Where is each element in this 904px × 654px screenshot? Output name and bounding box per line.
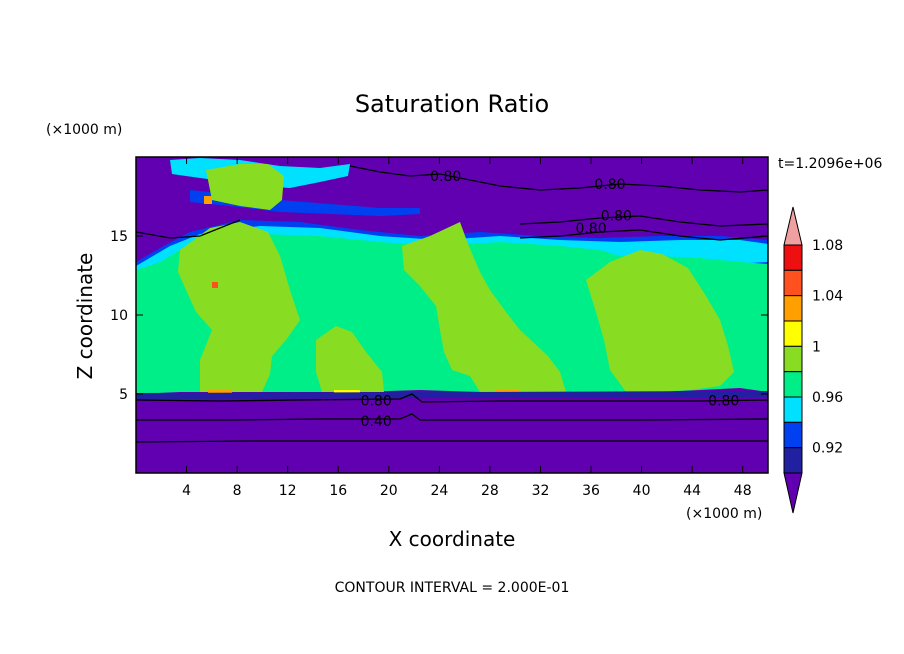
contour-lines — [136, 165, 768, 443]
colorbar-band — [783, 447, 803, 474]
contour-label: 0.80 — [708, 393, 739, 409]
contour-line — [136, 219, 241, 239]
x-tick-label: 44 — [683, 483, 701, 499]
cloud-cell-5 — [586, 250, 734, 392]
x-tick-label: 16 — [329, 483, 347, 499]
cloud-cell-2 — [206, 164, 284, 210]
x-axis-label: X coordinate — [389, 527, 516, 551]
warm-spot — [208, 390, 232, 395]
colorbar: 0.92 0.96 1 1.04 1.08 — [783, 206, 843, 514]
contour-labels: 0.800.400.800.80 0.800.800.80 — [361, 169, 740, 430]
colorbar-band — [783, 421, 803, 449]
chart-title: Saturation Ratio — [355, 90, 549, 118]
y-axis-label: Z coordinate — [73, 253, 97, 380]
colorbar-band — [783, 345, 803, 373]
x-tick-label: 36 — [582, 483, 600, 499]
colorbar-label: 1.08 — [812, 238, 843, 254]
x-tick-label: 48 — [734, 483, 752, 499]
y-axis: 5 10 15 — [110, 229, 768, 403]
cloud-cell-3 — [402, 222, 566, 392]
x-tick-label: 8 — [233, 483, 242, 499]
contour-label: 0.40 — [361, 414, 392, 430]
colorbar-band — [783, 295, 803, 322]
contour-line — [136, 413, 768, 421]
contour-line — [136, 440, 768, 443]
colorbar-label: 0.96 — [812, 390, 843, 406]
y-tick-label: 10 — [110, 308, 128, 324]
x-tick-label: 24 — [430, 483, 448, 499]
contour-label: 0.80 — [575, 221, 606, 237]
contour-line — [519, 229, 768, 241]
cloud-cell-1 — [178, 222, 300, 392]
contour-line — [136, 393, 768, 403]
colorbar-band — [783, 320, 803, 347]
colorbar-label: 0.92 — [812, 441, 843, 457]
x-unit-label: (×1000 m) — [686, 506, 762, 522]
warm-spot — [212, 282, 218, 288]
colorbar-band — [783, 269, 803, 297]
time-label: t=1.2096e+06 — [778, 156, 882, 172]
contour-label: 0.80 — [361, 393, 392, 409]
y-tick-label: 5 — [119, 387, 128, 403]
x-axis: 4 8 12 16 20 24 28 32 36 40 44 48 — [182, 157, 752, 499]
x-tick-label: 40 — [633, 483, 651, 499]
colorbar-band — [783, 396, 803, 423]
colorbar-label: 1 — [812, 339, 821, 355]
cloud-cell-4 — [316, 326, 384, 392]
x-tick-label: 32 — [532, 483, 550, 499]
warm-spot — [204, 196, 212, 204]
x-tick-label: 4 — [182, 483, 191, 499]
y-tick-label: 15 — [110, 229, 128, 245]
y-unit-label: (×1000 m) — [46, 122, 122, 138]
x-tick-label: 28 — [481, 483, 499, 499]
field-thin-blue-line — [136, 391, 768, 399]
contour-line — [349, 165, 768, 193]
x-tick-label: 12 — [279, 483, 297, 499]
colorbar-extension-bottom — [783, 472, 803, 514]
colorbar-extension-top — [783, 206, 803, 246]
contour-label: 0.80 — [594, 177, 625, 193]
colorbar-label: 1.04 — [812, 289, 843, 305]
x-tick-label: 20 — [380, 483, 398, 499]
field-dry-lower-layer — [136, 394, 768, 473]
contour-label: 0.80 — [430, 169, 461, 185]
plot-area — [136, 157, 768, 473]
contour-line — [519, 215, 768, 227]
colorbar-band — [783, 244, 803, 271]
contour-interval-note: CONTOUR INTERVAL = 2.000E-01 — [335, 580, 570, 596]
contour-label: 0.80 — [601, 208, 632, 224]
colorbar-band — [783, 371, 803, 398]
